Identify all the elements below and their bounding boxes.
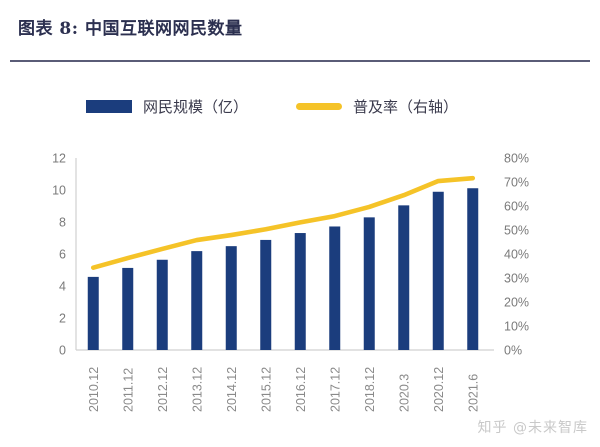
bar <box>329 226 341 350</box>
bar <box>122 267 134 350</box>
bar <box>260 239 272 350</box>
x-axis-tick-label: 2016.12 <box>294 367 308 412</box>
x-axis-tick-label: 2017.12 <box>328 367 342 412</box>
x-axis-tick-label: 2013.12 <box>190 367 204 412</box>
left-axis-tick-label: 0 <box>59 344 66 358</box>
legend-line-swatch-icon <box>296 103 342 110</box>
left-axis-tick-label: 8 <box>59 216 66 230</box>
left-axis-tick-label: 4 <box>59 280 66 294</box>
left-axis-tick-label: 12 <box>52 152 66 166</box>
left-value-axis: 12 10 8 6 4 2 0 <box>52 152 66 358</box>
right-axis-tick-label: 30% <box>504 272 529 286</box>
line-series <box>90 175 476 270</box>
x-axis-tick-label: 2018.12 <box>363 367 377 412</box>
bar <box>294 233 306 350</box>
left-axis-tick-label: 10 <box>52 184 66 198</box>
right-axis-tick-label: 40% <box>504 248 529 262</box>
category-axis: 2010.12 2011.12 2012.12 2013.12 2014.12 2015.… <box>87 367 481 412</box>
bar <box>363 217 375 350</box>
bar <box>225 246 237 350</box>
legend-item-line-series[interactable]: 普及率（右轴） <box>296 96 458 117</box>
left-axis-tick-label: 2 <box>59 312 66 326</box>
bar <box>432 191 444 350</box>
right-axis-tick-label: 80% <box>504 152 529 166</box>
x-axis-tick-label: 2011.12 <box>121 368 135 412</box>
x-axis-tick-label: 2012.12 <box>156 367 170 412</box>
x-axis-tick-label: 2015.12 <box>259 367 273 412</box>
bar-series <box>87 188 479 350</box>
bar <box>191 251 203 350</box>
penetration-rate-line <box>90 175 476 270</box>
right-axis-tick-label: 20% <box>504 296 529 310</box>
left-axis-tick-label: 6 <box>59 248 66 262</box>
chart-header: 图表 8: 中国互联网网民数量 <box>0 0 600 62</box>
page-title: 图表 8: 中国互联网网民数量 <box>18 19 243 39</box>
right-axis-tick-label: 70% <box>504 176 529 190</box>
right-axis-tick-label: 0% <box>504 344 522 358</box>
bar <box>156 259 168 350</box>
x-axis-tick-label: 2020.3 <box>397 374 411 412</box>
x-axis-tick-label: 2020.12 <box>432 367 446 412</box>
x-axis-tick-label: 2010.12 <box>87 367 101 412</box>
legend-item-bar-series[interactable]: 网民规模（亿） <box>86 96 248 117</box>
bar <box>398 205 410 350</box>
x-axis-tick-label: 2021.6 <box>466 374 480 412</box>
legend-bar-swatch-icon <box>86 100 132 113</box>
right-percent-axis: 80% 70% 60% 50% 40% 30% 20% 10% 0% <box>504 152 529 358</box>
axis-lines <box>75 158 494 351</box>
bar <box>87 276 99 350</box>
legend-item-label: 网民规模（亿） <box>143 98 249 116</box>
bar <box>467 188 479 350</box>
title-divider <box>10 60 590 62</box>
right-axis-tick-label: 60% <box>504 200 529 214</box>
right-axis-tick-label: 10% <box>504 320 529 334</box>
legend-item-label: 普及率（右轴） <box>353 98 459 116</box>
right-axis-tick-label: 50% <box>504 224 529 238</box>
chart-legend: 网民规模（亿） 普及率（右轴） <box>0 96 600 130</box>
watermark: 知乎 @未来智库 <box>477 420 588 436</box>
x-axis-tick-label: 2014.12 <box>225 367 239 412</box>
